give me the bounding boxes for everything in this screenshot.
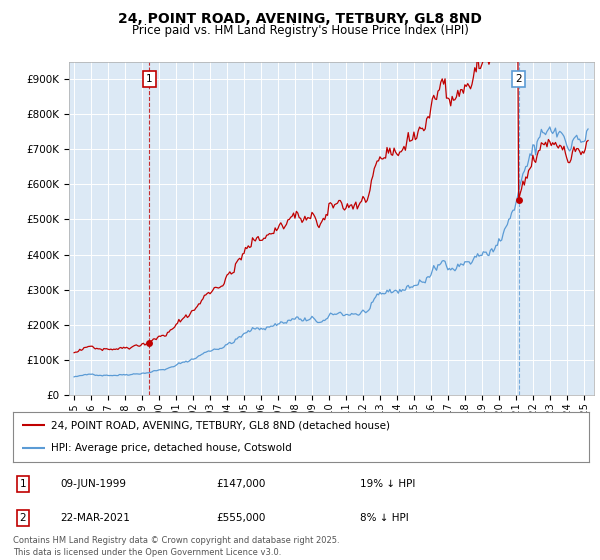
Text: 19% ↓ HPI: 19% ↓ HPI xyxy=(360,479,415,489)
Text: 24, POINT ROAD, AVENING, TETBURY, GL8 8ND: 24, POINT ROAD, AVENING, TETBURY, GL8 8N… xyxy=(118,12,482,26)
Text: 2: 2 xyxy=(515,74,522,84)
Text: £147,000: £147,000 xyxy=(216,479,265,489)
Text: 24, POINT ROAD, AVENING, TETBURY, GL8 8ND (detached house): 24, POINT ROAD, AVENING, TETBURY, GL8 8N… xyxy=(50,420,389,430)
Text: Contains HM Land Registry data © Crown copyright and database right 2025.
This d: Contains HM Land Registry data © Crown c… xyxy=(13,536,340,557)
Text: 2: 2 xyxy=(19,513,26,523)
Text: 8% ↓ HPI: 8% ↓ HPI xyxy=(360,513,409,523)
Text: £555,000: £555,000 xyxy=(216,513,265,523)
Text: HPI: Average price, detached house, Cotswold: HPI: Average price, detached house, Cots… xyxy=(50,444,292,454)
Text: 22-MAR-2021: 22-MAR-2021 xyxy=(60,513,130,523)
Text: Price paid vs. HM Land Registry's House Price Index (HPI): Price paid vs. HM Land Registry's House … xyxy=(131,24,469,36)
Text: 09-JUN-1999: 09-JUN-1999 xyxy=(60,479,126,489)
Text: 1: 1 xyxy=(146,74,152,84)
Text: 1: 1 xyxy=(19,479,26,489)
